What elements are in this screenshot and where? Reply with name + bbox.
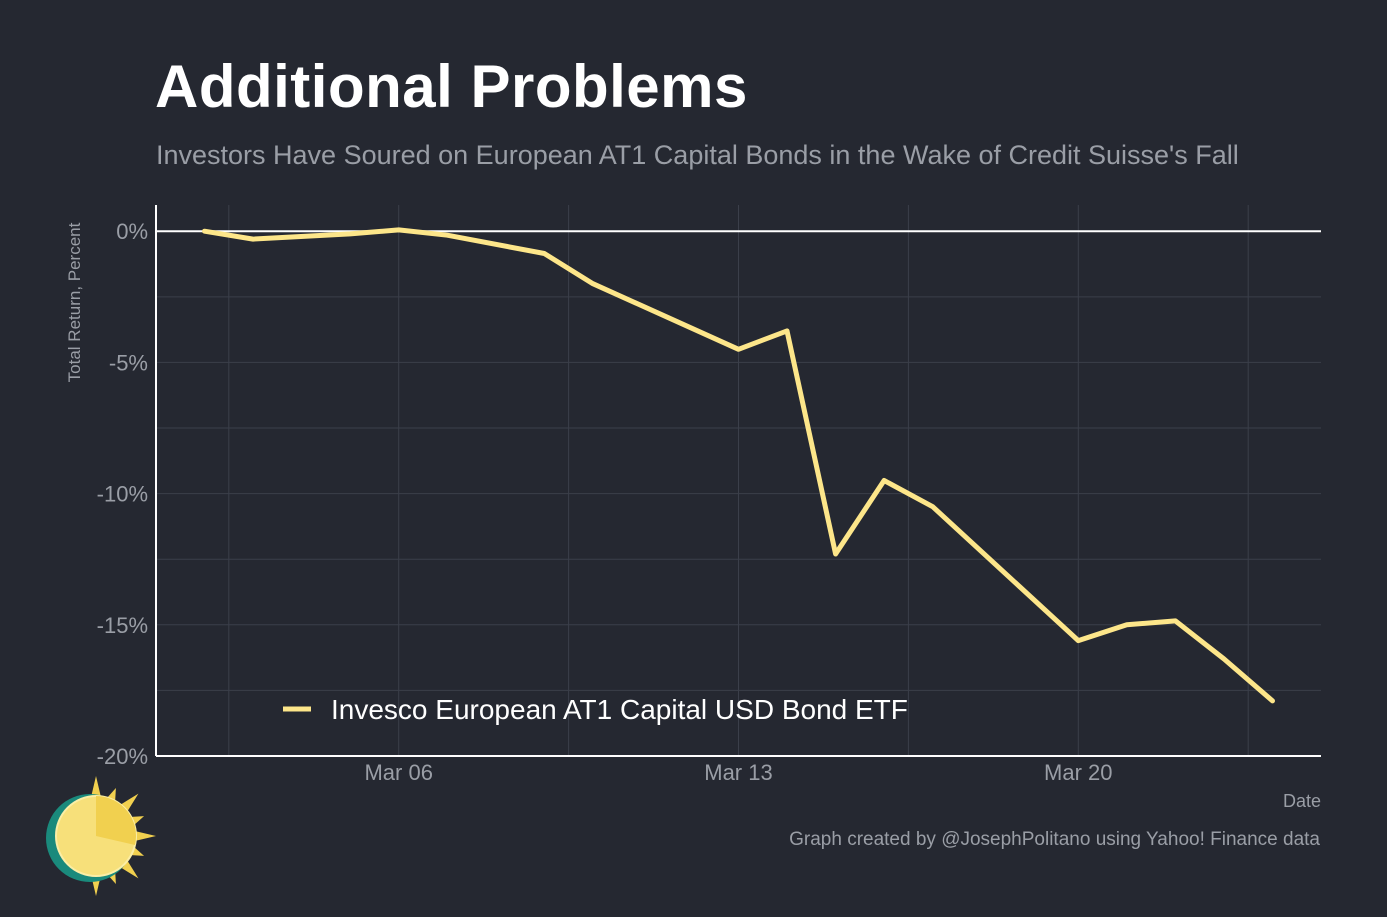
y-tick-label: -10% — [97, 482, 148, 507]
y-axis-title: Total Return, Percent — [65, 222, 84, 382]
y-tick-label: -5% — [109, 350, 148, 375]
y-tick-label: -15% — [97, 613, 148, 638]
sun-icon — [46, 776, 156, 896]
y-tick-label: -20% — [97, 744, 148, 769]
chart-title: Additional Problems — [155, 53, 748, 120]
legend-label: Invesco European AT1 Capital USD Bond ET… — [331, 694, 908, 725]
sun-ray — [131, 830, 156, 842]
x-tick-label: Mar 06 — [364, 760, 432, 785]
x-axis-title: Date — [1283, 791, 1321, 811]
chart-subtitle: Investors Have Soured on European AT1 Ca… — [156, 140, 1239, 170]
series-line — [202, 227, 1275, 704]
y-tick-label: 0% — [116, 219, 148, 244]
x-tick-label: Mar 13 — [704, 760, 772, 785]
source-caption: Graph created by @JosephPolitano using Y… — [789, 829, 1320, 850]
x-tick-label: Mar 20 — [1044, 760, 1112, 785]
